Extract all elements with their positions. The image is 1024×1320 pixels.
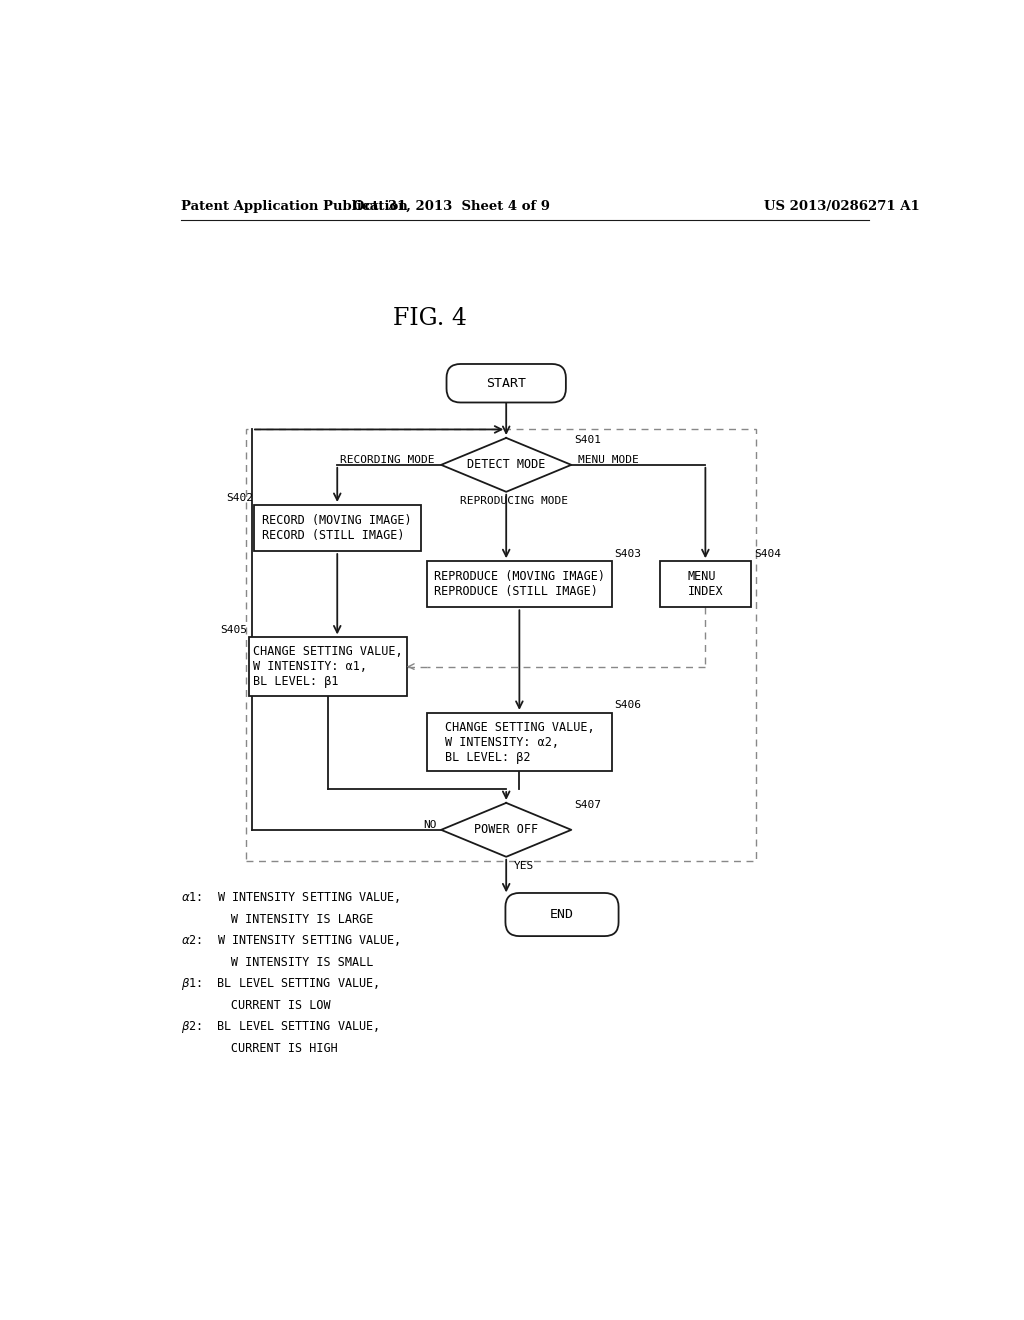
Text: W INTENSITY IS LARGE: W INTENSITY IS LARGE <box>180 912 373 925</box>
FancyBboxPatch shape <box>506 892 618 936</box>
Text: END: END <box>550 908 574 921</box>
Polygon shape <box>441 803 571 857</box>
Text: Oct. 31, 2013  Sheet 4 of 9: Oct. 31, 2013 Sheet 4 of 9 <box>353 199 551 213</box>
Text: MENU MODE: MENU MODE <box>578 455 638 465</box>
Text: S405: S405 <box>220 626 248 635</box>
Text: US 2013/0286271 A1: US 2013/0286271 A1 <box>764 199 920 213</box>
Text: START: START <box>486 376 526 389</box>
Text: RECORD (MOVING IMAGE)
RECORD (STILL IMAGE): RECORD (MOVING IMAGE) RECORD (STILL IMAG… <box>262 513 412 543</box>
Polygon shape <box>441 438 571 492</box>
Text: $\alpha$2:  W INTENSITY SETTING VALUE,: $\alpha$2: W INTENSITY SETTING VALUE, <box>180 933 400 948</box>
Text: W INTENSITY IS SMALL: W INTENSITY IS SMALL <box>180 956 373 969</box>
FancyBboxPatch shape <box>446 364 566 403</box>
Text: CHANGE SETTING VALUE,
W INTENSITY: α2,
BL LEVEL: β2: CHANGE SETTING VALUE, W INTENSITY: α2, B… <box>444 721 594 763</box>
Text: RECORDING MODE: RECORDING MODE <box>340 455 435 465</box>
Text: S403: S403 <box>614 549 642 558</box>
Bar <box>249 638 407 696</box>
Text: YES: YES <box>514 862 535 871</box>
Text: POWER OFF: POWER OFF <box>474 824 539 837</box>
Bar <box>254 506 421 552</box>
Text: CHANGE SETTING VALUE,
W INTENSITY: α1,
BL LEVEL: β1: CHANGE SETTING VALUE, W INTENSITY: α1, B… <box>253 645 402 688</box>
Text: Patent Application Publication: Patent Application Publication <box>180 199 408 213</box>
Text: S407: S407 <box>574 800 601 809</box>
Text: S402: S402 <box>225 492 253 503</box>
Bar <box>427 561 611 607</box>
Bar <box>246 429 756 861</box>
Text: S406: S406 <box>614 701 642 710</box>
Text: MENU
INDEX: MENU INDEX <box>687 570 723 598</box>
Text: NO: NO <box>423 820 436 830</box>
Text: FIG. 4: FIG. 4 <box>393 308 467 330</box>
Text: S404: S404 <box>755 549 781 558</box>
Text: REPRODUCE (MOVING IMAGE)
REPRODUCE (STILL IMAGE): REPRODUCE (MOVING IMAGE) REPRODUCE (STIL… <box>434 570 605 598</box>
Text: S401: S401 <box>574 434 601 445</box>
Bar <box>427 713 611 771</box>
Bar <box>659 561 751 607</box>
Text: CURRENT IS HIGH: CURRENT IS HIGH <box>180 1041 338 1055</box>
Text: CURRENT IS LOW: CURRENT IS LOW <box>180 999 331 1012</box>
Text: REPRODUCING MODE: REPRODUCING MODE <box>460 496 568 507</box>
Text: $\beta$2:  BL LEVEL SETTING VALUE,: $\beta$2: BL LEVEL SETTING VALUE, <box>180 1019 379 1035</box>
Text: $\alpha$1:  W INTENSITY SETTING VALUE,: $\alpha$1: W INTENSITY SETTING VALUE, <box>180 890 400 906</box>
Text: $\beta$1:  BL LEVEL SETTING VALUE,: $\beta$1: BL LEVEL SETTING VALUE, <box>180 975 379 991</box>
Text: DETECT MODE: DETECT MODE <box>467 458 546 471</box>
